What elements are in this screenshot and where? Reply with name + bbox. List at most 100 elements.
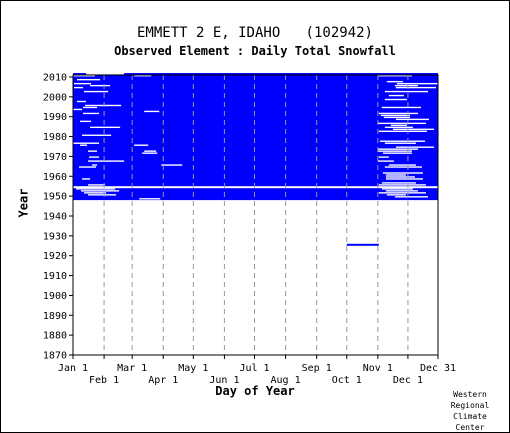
credit-line: Western <box>453 390 487 399</box>
x-tick-label: Mar 1 <box>117 363 147 374</box>
missing-days <box>88 160 125 162</box>
missing-days <box>390 124 407 127</box>
y-tick-label: 1980 <box>43 132 67 143</box>
missing-days <box>385 174 406 176</box>
missing-days <box>90 126 121 129</box>
plot-border <box>72 74 439 356</box>
missing-days <box>381 106 421 109</box>
missing-days <box>394 84 418 87</box>
missing-days <box>388 164 416 166</box>
missing-days <box>144 110 160 113</box>
missing-days <box>92 164 98 166</box>
missing-days <box>377 148 418 150</box>
missing-days <box>378 192 426 194</box>
credit-block: Western Regional Climate Center <box>445 389 495 433</box>
y-tick-label: 1990 <box>43 112 67 123</box>
missing-days <box>384 90 428 93</box>
missing-days <box>73 75 96 77</box>
missing-days <box>377 75 412 77</box>
missing-days <box>395 86 436 89</box>
missing-days <box>90 84 111 87</box>
missing-days <box>88 184 106 186</box>
y-tick-label: 1890 <box>43 311 67 322</box>
missing-days <box>395 146 434 148</box>
x-tick-label: Dec 31 <box>420 363 456 374</box>
missing-days <box>385 190 418 192</box>
missing-days <box>134 75 152 77</box>
missing-days <box>381 188 413 190</box>
missing-days <box>392 128 434 131</box>
y-tick-label: 1910 <box>43 271 67 282</box>
missing-days <box>385 178 423 180</box>
x-tick-label: May 1 <box>178 363 208 374</box>
y-tick-label: 2010 <box>43 72 67 83</box>
credit-line: Center <box>455 423 485 432</box>
missing-days <box>88 194 117 196</box>
missing-days <box>377 160 394 162</box>
x-tick-label: Jan 1 <box>58 363 88 374</box>
grid-group <box>103 75 409 355</box>
missing-days <box>378 130 427 132</box>
missing-days <box>74 82 92 85</box>
missing-days <box>388 94 404 97</box>
missing-days <box>144 150 157 152</box>
missing-year-row <box>73 186 438 189</box>
missing-days <box>83 106 98 109</box>
chart-subtitle: Observed Element : Daily Total Snowfall <box>114 44 396 58</box>
y-tick-label: 1870 <box>43 351 67 362</box>
missing-days <box>139 198 161 200</box>
y-tick-label: 1930 <box>43 231 67 242</box>
missing-days <box>383 116 410 119</box>
x-axis-group: Jan 1 Mar 1 May 1 Jul 1 Sep 1 Nov 1 Dec 31 Feb … <box>58 355 456 386</box>
missing-days <box>80 144 88 146</box>
missing-days <box>88 150 98 152</box>
missing-days <box>85 104 122 107</box>
x-tick-label: Jun 1 <box>209 375 239 386</box>
missing-days <box>379 140 425 142</box>
x-tick-label: Sep 1 <box>302 363 332 374</box>
y-tick-label: 1950 <box>43 192 67 203</box>
missing-days <box>378 156 389 158</box>
x-tick-label: Feb 1 <box>89 375 119 386</box>
missing-days <box>382 152 412 154</box>
missing-days <box>378 112 418 115</box>
missing-days <box>377 150 412 152</box>
missing-days <box>73 142 100 144</box>
missing-days <box>382 172 423 174</box>
missing-days <box>134 144 149 146</box>
y-tick-label: 2000 <box>43 92 67 103</box>
missing-days <box>386 80 403 83</box>
missing-days <box>89 156 100 158</box>
missing-days <box>396 82 438 85</box>
missing-days <box>394 196 428 198</box>
y-axis-label: Year <box>16 188 31 218</box>
missing-data-group <box>73 73 438 200</box>
missing-days <box>77 100 87 103</box>
missing-days <box>377 122 426 125</box>
credit-line: Regional <box>450 401 490 410</box>
x-axis-label: Day of Year <box>215 384 295 398</box>
missing-days <box>83 112 100 115</box>
missing-days <box>73 108 83 111</box>
x-tick-label: Dec 1 <box>393 375 423 386</box>
missing-days <box>86 73 125 75</box>
missing-days <box>84 90 109 93</box>
missing-days <box>395 118 429 121</box>
missing-days <box>384 98 407 101</box>
y-tick-label: 1920 <box>43 251 67 262</box>
missing-days <box>79 166 97 168</box>
y-tick-label: 1900 <box>43 291 67 302</box>
missing-days <box>161 164 183 166</box>
missing-days <box>142 152 158 154</box>
x-tick-label: Aug 1 <box>271 375 301 386</box>
y-tick-label: 1880 <box>43 331 67 342</box>
chart-title: EMMETT 2 E, IDAHO (102942) <box>136 25 373 41</box>
missing-days <box>84 192 107 194</box>
missing-days <box>82 134 112 136</box>
missing-days <box>384 166 422 168</box>
x-tick-label: Jul 1 <box>239 363 269 374</box>
missing-days <box>81 190 120 192</box>
y-tick-label: 1960 <box>43 172 67 183</box>
